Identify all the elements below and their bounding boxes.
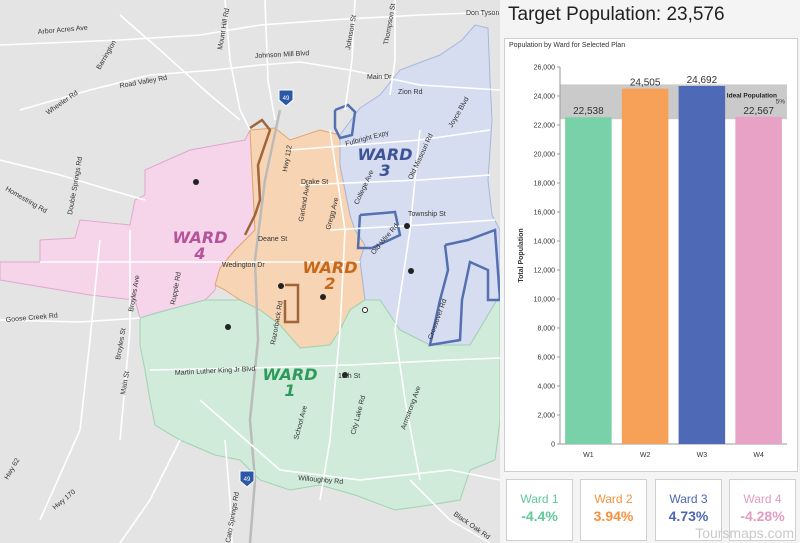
map-point[interactable] <box>320 294 326 300</box>
road-label: Johnson Mill Blvd <box>255 50 310 60</box>
ward-1-area[interactable] <box>139 294 500 511</box>
ward-1-card-pct: -4.4% <box>521 508 558 524</box>
ward-3-card[interactable]: Ward 3 4.73% <box>655 479 722 541</box>
bar-value-label: 22,538 <box>573 106 604 117</box>
y-tick-label: 10,000 <box>534 297 556 304</box>
ideal-population-suffix: 5% <box>776 98 786 105</box>
ward-3-label: WARD 3 <box>357 145 412 180</box>
map-canvas[interactable]: 49 49 Don Tyson Arbor Acres Ave Johnson … <box>0 0 500 543</box>
road-label: Willoughby Rd <box>298 475 344 486</box>
y-tick-label: 6,000 <box>537 355 555 362</box>
svg-text:49: 49 <box>244 477 251 483</box>
bar-value-label: 24,692 <box>687 75 718 86</box>
y-tick-label: 0 <box>551 442 555 449</box>
road-label: Main Dr <box>367 74 392 81</box>
bar-w2 <box>621 88 669 445</box>
bar-w1 <box>565 117 612 444</box>
map-markers <box>193 179 414 378</box>
ward-3-highlight-border <box>333 103 357 140</box>
map-point[interactable] <box>193 179 199 185</box>
road-label: Goose Creek Rd <box>6 312 59 324</box>
ward-3-highlight-border-mid <box>356 210 402 250</box>
svg-text:WARD: WARD <box>357 145 412 164</box>
ward-4-label: WARD 4 <box>172 228 227 263</box>
ideal-population-band <box>560 84 787 120</box>
svg-text:49: 49 <box>283 96 290 102</box>
y-tick-label: 14,000 <box>534 239 556 246</box>
road-label: Deane St <box>258 236 287 243</box>
map-point[interactable] <box>404 223 410 229</box>
road-label: Township St <box>408 211 446 218</box>
y-tick-label: 20,000 <box>534 152 556 159</box>
x-tick-label: W3 <box>697 452 708 459</box>
x-tick-label: W1 <box>583 452 594 459</box>
road-label: Arbor Acres Ave <box>38 25 89 36</box>
ward-3-highlight-border-east <box>428 228 500 347</box>
ward-3-card-name: Ward 3 <box>669 492 708 506</box>
svg-text:WARD: WARD <box>262 365 317 384</box>
svg-text:1: 1 <box>284 381 295 400</box>
ward-3-card-pct: 4.73% <box>668 508 709 524</box>
y-tick-label: 2,000 <box>537 413 555 420</box>
svg-text:2: 2 <box>324 274 335 293</box>
svg-text:4: 4 <box>193 244 205 263</box>
ward-2-highlight-border-south <box>283 283 300 324</box>
svg-text:WARD: WARD <box>302 258 357 277</box>
page-title: Target Population: 23,576 <box>508 4 725 25</box>
y-tick-label: 4,000 <box>537 384 555 391</box>
interstate-shield-north: 49 <box>278 89 294 107</box>
bar-w4 <box>735 116 782 444</box>
map-point[interactable] <box>342 372 348 378</box>
road-label: Wedington Dr <box>222 262 265 269</box>
bar-w3 <box>678 85 726 444</box>
svg-text:3: 3 <box>379 161 390 180</box>
bar-value-label: 24,505 <box>630 78 661 89</box>
road-label: Zion Rd <box>398 89 423 96</box>
map-point[interactable] <box>225 324 231 330</box>
y-axis-label: Total Population <box>518 228 525 282</box>
y-tick-label: 12,000 <box>534 268 556 275</box>
road-label: Don Tyson <box>466 10 499 17</box>
ideal-population-label: Ideal Population <box>727 92 777 99</box>
y-tick-label: 26,000 <box>534 65 556 72</box>
map-point[interactable] <box>408 268 414 274</box>
road-network <box>0 0 500 543</box>
ward-1-label: WARD 1 <box>262 365 317 400</box>
interstate-shield-south: 49 <box>239 470 255 488</box>
road-label: Martin Luther King Jr Blvd <box>175 366 256 377</box>
ward-2-highlight-border <box>243 118 272 236</box>
ward-map[interactable]: 49 49 Don Tyson Arbor Acres Ave Johnson … <box>0 0 500 543</box>
ward-4-card-name: Ward 4 <box>743 492 782 506</box>
population-bar-chart[interactable]: 0 2,000 4,000 6,000 8,000 10,000 12,000 14,000 1… <box>505 39 797 471</box>
map-point[interactable] <box>278 283 284 289</box>
chart-title: Population by Ward for Selected Plan <box>509 42 626 49</box>
ward-4-card-pct: -4.28% <box>740 508 785 524</box>
y-tick-label: 16,000 <box>534 210 556 217</box>
road-label: Main St <box>120 371 131 396</box>
ward-2-label: WARD 2 <box>302 258 357 293</box>
map-point[interactable] <box>362 307 368 313</box>
ward-2-card-name: Ward 2 <box>594 492 633 506</box>
watermark: Toursmaps.com <box>695 525 794 541</box>
x-tick-label: W2 <box>640 452 651 459</box>
ward-1-card[interactable]: Ward 1 -4.4% <box>506 479 573 541</box>
bar-value-label: 22,567 <box>743 106 774 117</box>
svg-text:WARD: WARD <box>172 228 227 247</box>
road-label: Drake St <box>301 179 328 186</box>
ward-2-card[interactable]: Ward 2 3.94% <box>580 479 647 541</box>
y-tick-label: 8,000 <box>537 326 555 333</box>
y-tick-label: 24,000 <box>534 94 556 101</box>
ward-1-card-name: Ward 1 <box>520 492 559 506</box>
road-label: Hwy 112 <box>282 145 294 173</box>
ward-4-card[interactable]: Ward 4 -4.28% <box>729 479 796 541</box>
ward-2-card-pct: 3.94% <box>593 508 634 524</box>
y-tick-label: 18,000 <box>534 181 556 188</box>
y-tick-label: 22,000 <box>534 123 556 130</box>
road-label: 15th St <box>338 373 360 380</box>
population-chart-card: Population by Ward for Selected Plan 0 2,… <box>504 38 798 472</box>
x-tick-label: W4 <box>753 452 764 459</box>
